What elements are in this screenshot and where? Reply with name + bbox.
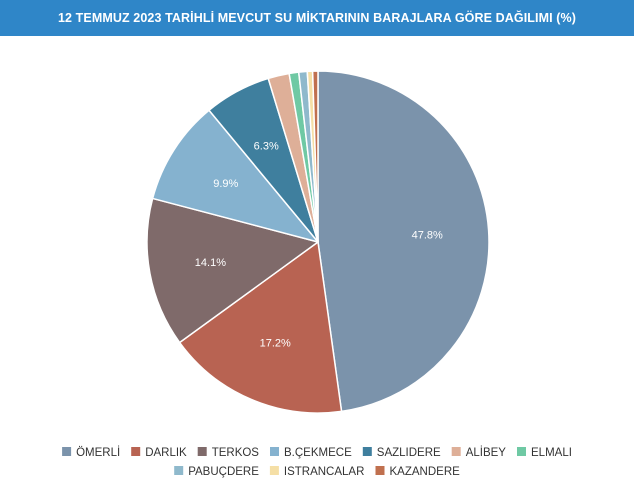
pie-slice-b-cekmece[interactable] <box>151 109 319 243</box>
legend-swatch-alibey <box>451 447 461 456</box>
legend-item-alibey[interactable]: ALİBEY <box>451 446 507 459</box>
chart-title: 12 TEMMUZ 2023 TARİHLİ MEVCUT SU MİKTARI… <box>58 11 576 25</box>
pie-slice-labels: 47.8% 17.2% 14.1% 9.9% 6.3% <box>195 141 443 350</box>
slice-label-sazlidere: 6.3% <box>254 141 279 153</box>
legend-item-darlik[interactable]: DARLIK <box>131 447 187 459</box>
pie-slices <box>146 70 490 414</box>
legend-label-terkos: TERKOS <box>212 447 260 459</box>
legend-item-elmali[interactable]: ELMALI <box>517 447 572 459</box>
pie-slice-terkos[interactable] <box>146 197 319 344</box>
slice-label-darlik: 17.2% <box>260 338 291 350</box>
legend-label-alibey: ALİBEY <box>466 446 507 459</box>
legend-label-kazandere: KAZANDERE <box>390 466 461 478</box>
legend-item-b-cekmece[interactable]: B.ÇEKMECE <box>270 447 352 459</box>
pie-slice-darlik[interactable] <box>178 241 343 414</box>
legend-label-darlik: DARLIK <box>145 447 187 459</box>
legend-item-pabucdere[interactable]: PABUÇDERE <box>174 466 259 478</box>
slice-label-terkos: 14.1% <box>195 257 226 269</box>
legend-item-sazlidere[interactable]: SAZLIDERE <box>362 447 441 459</box>
pie-chart: 47.8% 17.2% 14.1% 9.9% 6.3% ÖMERLİ DARLIK TERK… <box>62 70 572 478</box>
legend-item-istrancalar[interactable]: ISTRANCALAR <box>269 466 365 478</box>
legend-swatch-elmali <box>517 447 526 456</box>
chart-area: 47.8% 17.2% 14.1% 9.9% 6.3% ÖMERLİ DARLIK TERK… <box>0 36 634 485</box>
legend-swatch-istrancalar <box>269 466 279 475</box>
legend-label-pabucdere: PABUÇDERE <box>188 466 259 478</box>
legend-item-terkos[interactable]: TERKOS <box>197 447 260 459</box>
pie-slice-kazandere[interactable] <box>311 70 319 243</box>
legend-swatch-pabucdere <box>174 466 184 475</box>
legend-swatch-sazlidere <box>362 447 372 456</box>
legend-label-omerli: ÖMERLİ <box>76 446 120 459</box>
slice-label-b-cekmece: 9.9% <box>213 178 238 190</box>
legend-swatch-b-cekmece <box>270 447 279 456</box>
legend-label-sazlidere: SAZLIDERE <box>377 447 441 459</box>
legend-swatch-darlik <box>131 447 141 456</box>
legend-label-elmali: ELMALI <box>531 447 572 459</box>
legend-swatch-kazandere <box>375 466 385 475</box>
chart-header: 12 TEMMUZ 2023 TARİHLİ MEVCUT SU MİKTARI… <box>0 0 634 36</box>
legend-label-istrancalar: ISTRANCALAR <box>284 466 365 478</box>
pie-slice-omerli[interactable] <box>317 70 490 413</box>
legend-item-omerli[interactable]: ÖMERLİ <box>62 446 120 459</box>
chart-legend: ÖMERLİ DARLIK TERKOS B.ÇEKMECE SAZLIDERE ALİB… <box>62 446 572 478</box>
legend-label-b-cekmece: B.ÇEKMECE <box>284 447 352 459</box>
slice-label-omerli: 47.8% <box>412 229 443 241</box>
legend-item-kazandere[interactable]: KAZANDERE <box>375 466 461 478</box>
legend-swatch-terkos <box>197 447 207 456</box>
legend-swatch-omerli <box>62 447 72 456</box>
